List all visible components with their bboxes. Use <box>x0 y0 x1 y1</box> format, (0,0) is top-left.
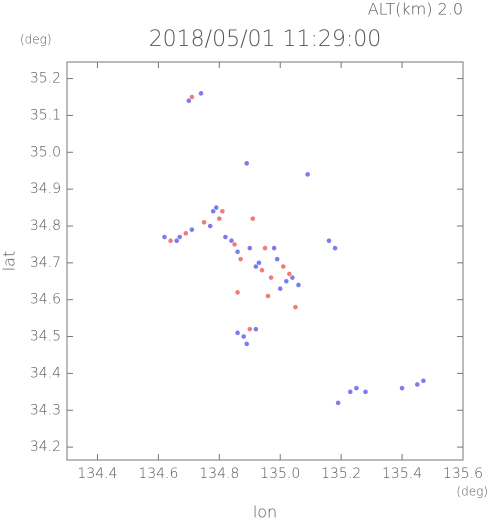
echo-point <box>213 204 220 211</box>
y-tick-label: 35.2 <box>30 71 61 87</box>
echo-point <box>246 326 253 333</box>
echo-point <box>243 341 250 347</box>
echo-point <box>182 230 189 237</box>
echo-point <box>176 234 183 240</box>
echo-point <box>228 237 235 244</box>
echo-point <box>280 263 287 270</box>
chart-title: 2018/05/01 11:29:00 <box>149 27 382 52</box>
echo-point <box>219 208 226 215</box>
echo-point <box>237 256 244 263</box>
echo-point <box>289 274 296 281</box>
echo-point <box>259 267 265 274</box>
y-tick-label: 34.6 <box>30 292 61 308</box>
echo-point <box>216 215 223 222</box>
echo-point <box>188 94 195 100</box>
echo-point <box>304 171 311 178</box>
echo-point <box>277 285 284 292</box>
echo-point <box>414 381 421 388</box>
echo-point <box>256 259 262 266</box>
echo-point <box>231 241 238 248</box>
echo-point <box>210 208 217 215</box>
echo-point <box>353 385 360 392</box>
x-tick-label: 135.0 <box>260 466 300 482</box>
y-axis-title: lat <box>0 251 19 272</box>
x-tick-label: 134.6 <box>138 466 178 482</box>
echo-point <box>292 304 299 310</box>
y-tick-label: 34.2 <box>30 439 61 455</box>
x-tick-label: 135.6 <box>443 466 483 482</box>
y-unit: (deg) <box>20 33 52 47</box>
echo-point <box>234 289 241 296</box>
echo-point <box>265 293 271 299</box>
y-tick-label: 34.9 <box>30 181 61 197</box>
x-tick-label: 135.4 <box>382 466 422 482</box>
echo-point <box>234 248 241 255</box>
x-tick-label: 135.2 <box>321 466 361 482</box>
echo-point <box>283 278 290 285</box>
echo-point <box>240 333 247 340</box>
y-tick-label: 35.0 <box>30 144 61 160</box>
echo-point <box>262 245 268 252</box>
echo-point <box>161 234 168 240</box>
echo-point <box>286 270 293 277</box>
altitude-label: ALT(km) 2.0 <box>368 0 463 19</box>
echo-point <box>222 234 229 240</box>
y-tick-label: 34.4 <box>30 365 61 381</box>
echo-point <box>326 237 332 244</box>
echo-point <box>252 263 259 270</box>
x-axis-title: lon <box>253 503 277 522</box>
echo-point <box>246 245 253 252</box>
echo-point <box>399 385 405 392</box>
echo-point <box>173 237 180 244</box>
y-tick-label: 35.1 <box>30 107 61 123</box>
echo-point <box>335 399 342 406</box>
echo-point <box>188 226 195 233</box>
x-tick-label: 134.4 <box>77 466 117 482</box>
echo-point <box>295 282 302 288</box>
echo-point <box>362 388 369 395</box>
y-tick-label: 34.7 <box>30 255 61 271</box>
y-tick-label: 34.5 <box>30 329 61 345</box>
echo-point <box>185 97 192 104</box>
echo-point <box>268 274 274 281</box>
y-tick-label: 34.8 <box>30 218 61 234</box>
echo-point <box>243 160 250 167</box>
y-tick-label: 34.3 <box>30 402 61 418</box>
x-unit: (deg) <box>456 485 488 499</box>
echo-point <box>249 215 256 222</box>
echo-point <box>198 90 204 97</box>
x-tick-label: 134.8 <box>199 466 239 482</box>
echo-point <box>207 223 214 229</box>
echo-point <box>420 377 427 384</box>
echo-point <box>332 245 338 252</box>
echo-point <box>274 256 281 263</box>
echo-point <box>234 329 241 336</box>
echo-point <box>201 219 207 226</box>
echo-point <box>347 388 354 395</box>
echo-point <box>167 237 174 244</box>
echo-point <box>271 245 278 252</box>
plot-frame <box>66 61 464 461</box>
echo-point <box>252 326 259 333</box>
